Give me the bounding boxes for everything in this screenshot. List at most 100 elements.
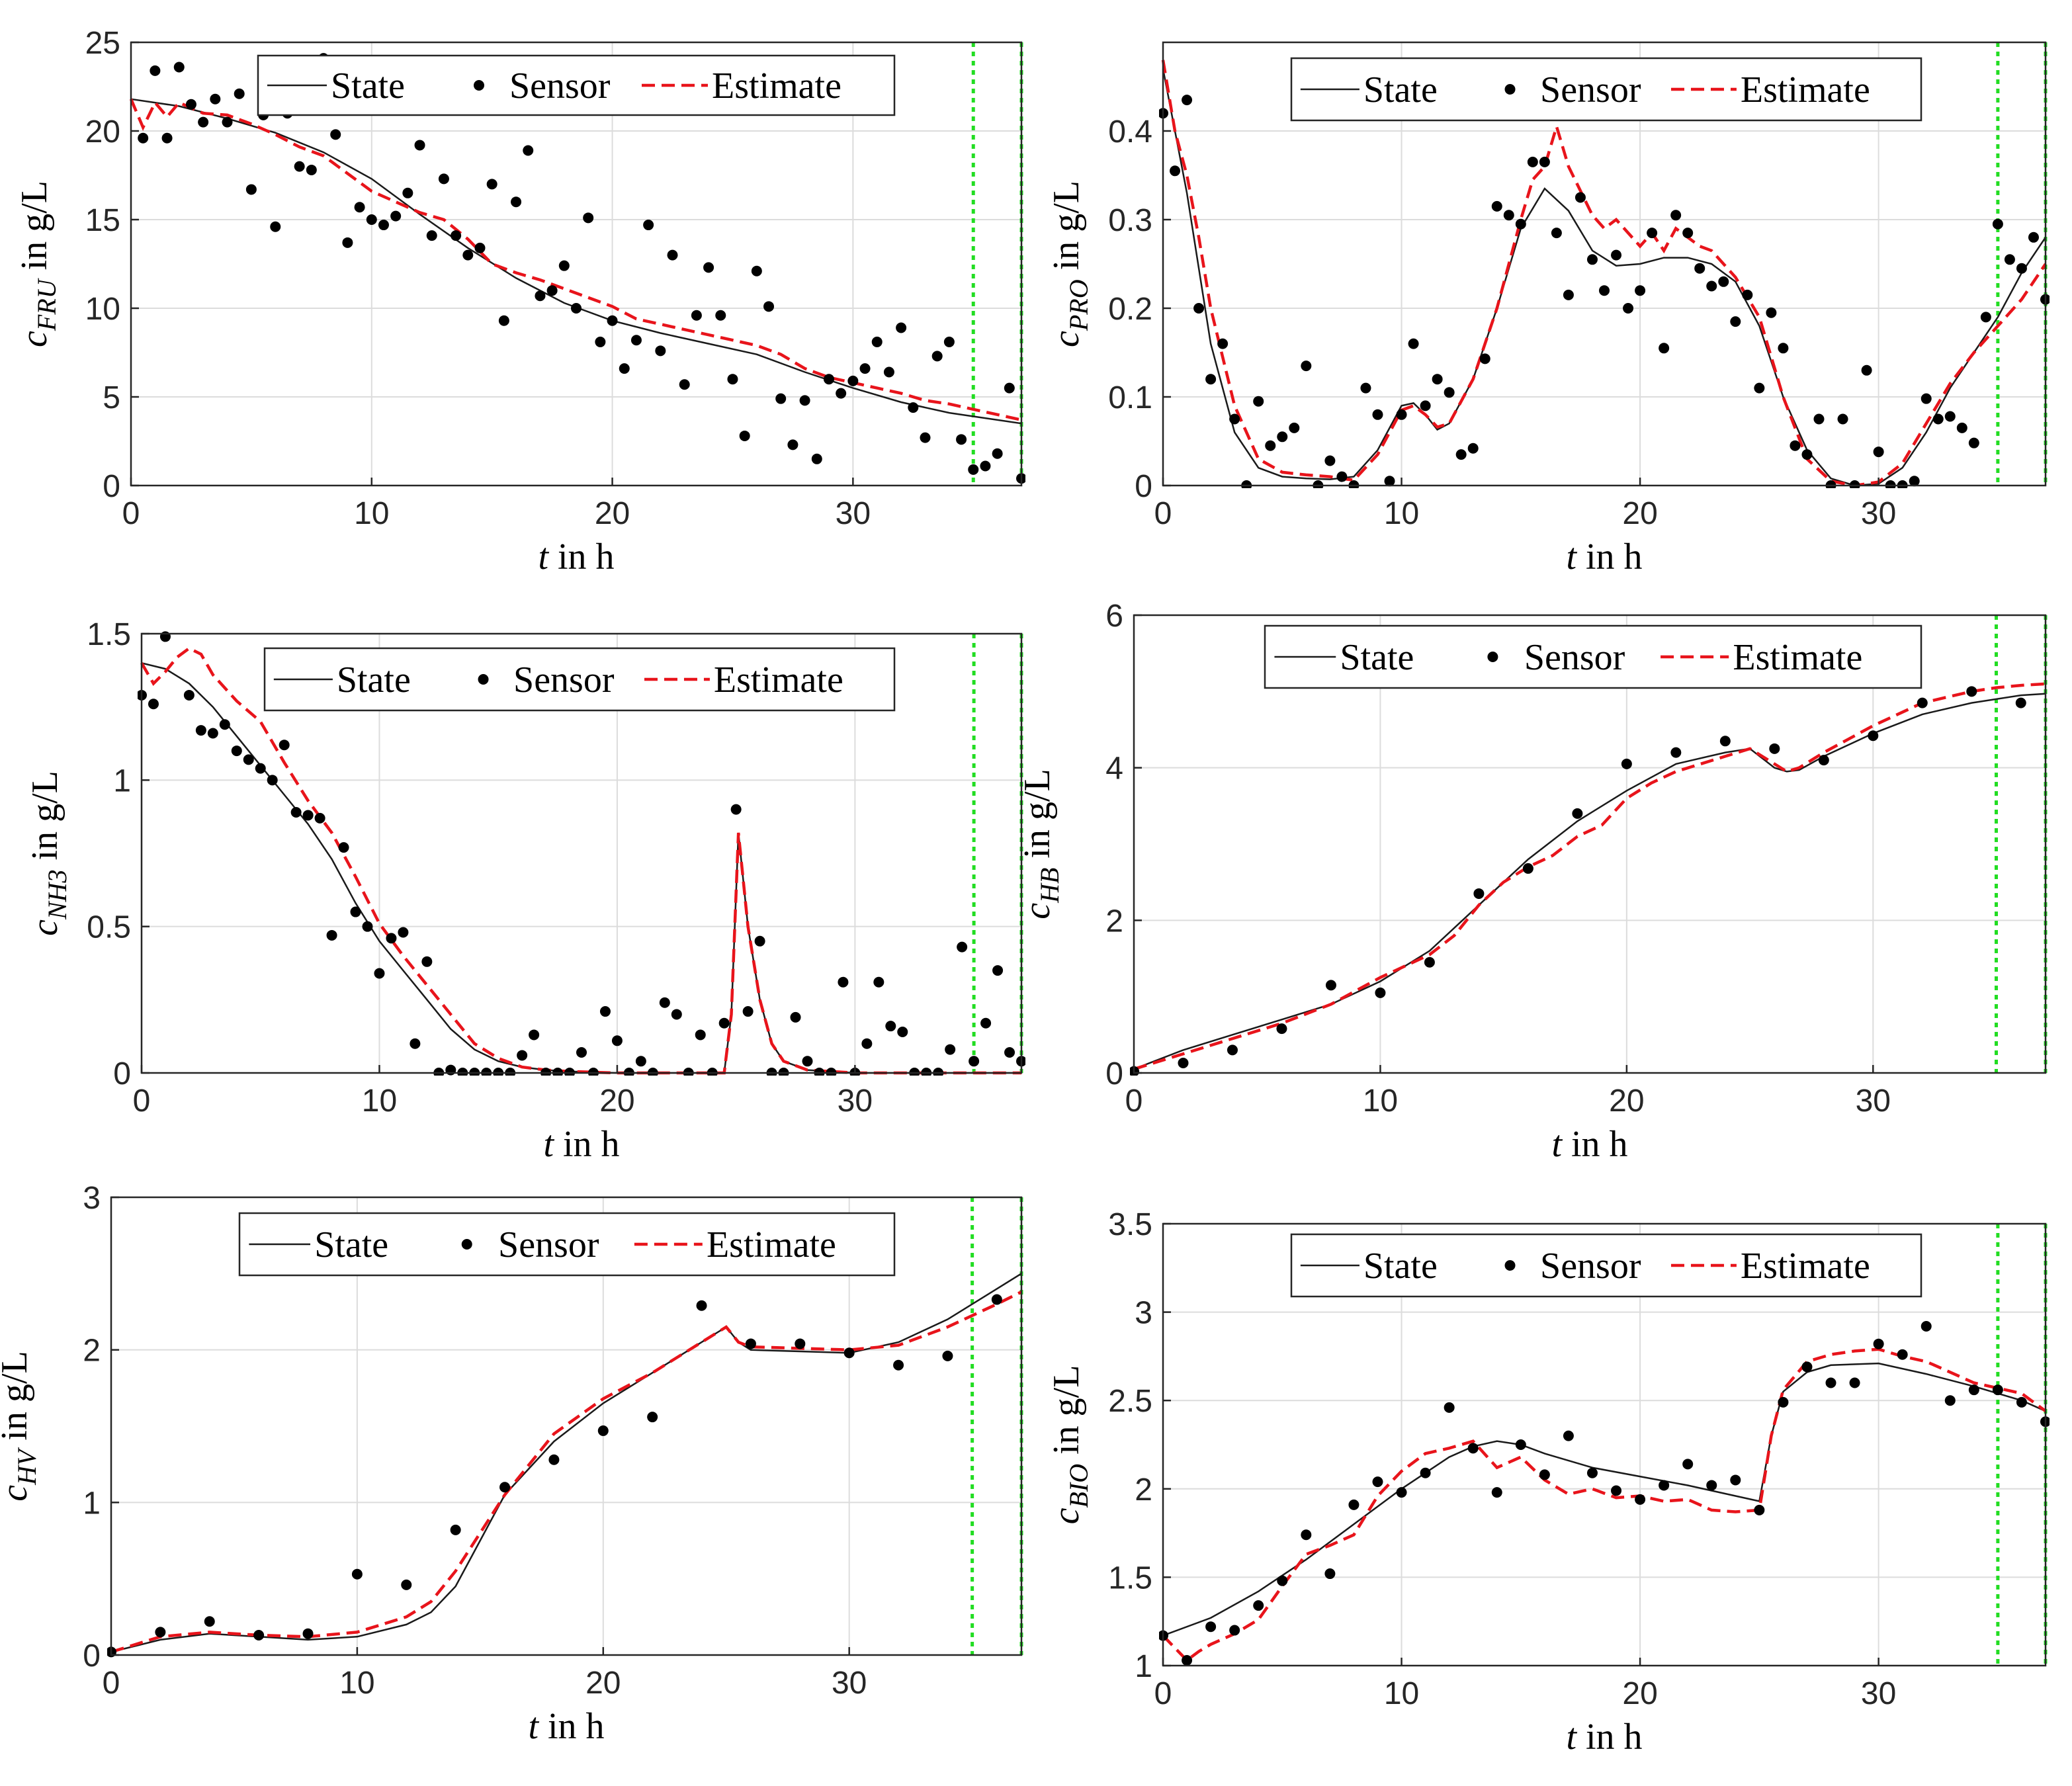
sensor-point bbox=[1372, 409, 1383, 420]
x-tick-label: 10 bbox=[362, 1084, 397, 1119]
sensor-point bbox=[1539, 156, 1550, 167]
y-tick-label: 0.4 bbox=[1108, 114, 1152, 149]
sensor-point bbox=[1182, 95, 1193, 106]
x-tick-label: 30 bbox=[832, 1666, 867, 1701]
sensor-point bbox=[1992, 1384, 2003, 1396]
x-axis-label: t in h bbox=[528, 1706, 604, 1747]
sensor-point bbox=[679, 379, 690, 390]
y-axis-subscript: NH3 bbox=[42, 869, 72, 920]
legend-state-label: State bbox=[1363, 1246, 1438, 1287]
y-axis-label: cFRU in g/L bbox=[14, 181, 62, 347]
sensor-point bbox=[659, 997, 670, 1008]
axes-frame bbox=[1162, 1222, 2047, 1667]
sensor-point bbox=[1659, 343, 1670, 354]
sensor-point bbox=[823, 374, 834, 385]
plot-area bbox=[1159, 42, 2050, 488]
x-tick-label: 10 bbox=[339, 1666, 374, 1701]
sensor-point bbox=[498, 315, 509, 326]
state-series-line bbox=[1162, 1362, 2046, 1637]
sensor-point bbox=[883, 366, 894, 378]
y-axis-label: cHV in g/L bbox=[0, 1351, 42, 1502]
legend: State Sensor Estimate bbox=[238, 1212, 896, 1277]
sensor-point bbox=[451, 230, 462, 241]
sensor-point bbox=[836, 388, 847, 399]
x-tick-label: 30 bbox=[1856, 1084, 1891, 1119]
y-tick-label: 3 bbox=[1135, 1296, 1152, 1331]
sensor-point bbox=[1861, 364, 1872, 376]
sensor-point bbox=[896, 322, 907, 333]
sensor-point bbox=[718, 1017, 730, 1029]
sensor-point bbox=[1277, 431, 1288, 443]
y-tick-label: 1.5 bbox=[87, 617, 131, 652]
sensor-point bbox=[1473, 888, 1485, 899]
y-axis-unit: in g/L bbox=[0, 1351, 35, 1449]
legend-box bbox=[263, 647, 896, 712]
sensor-point bbox=[599, 1006, 611, 1017]
legend-sensor-label: Sensor bbox=[1524, 637, 1625, 678]
sensor-point bbox=[1265, 440, 1276, 451]
sensor-point bbox=[1868, 730, 1879, 742]
sensor-point bbox=[671, 1009, 682, 1020]
sensor-point bbox=[1706, 280, 1717, 292]
sensor-point bbox=[1420, 1467, 1431, 1478]
sensor-point bbox=[619, 363, 630, 374]
sensor-point bbox=[173, 62, 185, 73]
sensor-point bbox=[992, 448, 1003, 459]
sensor-point bbox=[1621, 758, 1632, 769]
sensor-point bbox=[243, 754, 254, 765]
sensor-point bbox=[1227, 1044, 1238, 1056]
legend-estimate-label: Estimate bbox=[1733, 637, 1862, 678]
y-axis-symbol: c bbox=[1046, 331, 1087, 347]
sensor-point bbox=[1586, 1467, 1598, 1478]
sensor-point bbox=[204, 1616, 215, 1627]
x-axis-unit: in h bbox=[548, 536, 615, 577]
sensor-point bbox=[635, 1056, 646, 1067]
sensor-point bbox=[294, 161, 305, 172]
sensor-point bbox=[255, 763, 266, 774]
sensor-point bbox=[207, 728, 218, 739]
sensor-point bbox=[790, 1011, 801, 1023]
y-tick-label: 0 bbox=[1105, 1056, 1123, 1091]
sensor-point bbox=[597, 1425, 609, 1436]
sensor-point bbox=[2028, 232, 2039, 243]
sensor-point bbox=[1491, 1487, 1502, 1498]
axes-frame bbox=[130, 41, 1023, 487]
sensor-point bbox=[1694, 263, 1705, 274]
sensor-point bbox=[1790, 440, 1801, 451]
sensor-point bbox=[138, 132, 149, 144]
y-tick-label: 0.1 bbox=[1108, 380, 1152, 415]
x-axis-label: t in h bbox=[1551, 1124, 1627, 1165]
y-tick-label: 2 bbox=[83, 1334, 101, 1369]
sensor-point bbox=[1205, 1621, 1217, 1633]
sensor-point bbox=[378, 220, 389, 231]
sensor-point bbox=[920, 432, 931, 443]
x-tick-label: 0 bbox=[133, 1084, 151, 1119]
sensor-point bbox=[306, 164, 317, 175]
sensor-point bbox=[1932, 413, 1944, 425]
sensor-point bbox=[362, 921, 373, 932]
y-axis-subscript: HV bbox=[12, 1447, 42, 1486]
x-tick-label: 20 bbox=[595, 496, 630, 531]
sensor-point bbox=[1730, 1474, 1741, 1486]
legend-box bbox=[1264, 624, 1922, 689]
y-axis-subscript: HB bbox=[1035, 868, 1064, 904]
legend-state-label: State bbox=[337, 659, 411, 701]
y-axis-unit: in g/L bbox=[14, 181, 55, 279]
y-tick-label: 0 bbox=[103, 469, 120, 504]
sensor-point bbox=[338, 842, 349, 853]
sensor-point bbox=[945, 1044, 956, 1055]
sensor-point bbox=[270, 221, 281, 232]
y-tick-label: 10 bbox=[85, 292, 120, 327]
x-axis-unit: in h bbox=[1576, 536, 1643, 577]
sensor-point bbox=[1611, 1485, 1622, 1496]
sensor-point bbox=[354, 202, 365, 213]
sensor-point bbox=[1670, 747, 1682, 758]
sensor-point bbox=[571, 303, 582, 314]
estimate-series-line bbox=[129, 98, 1022, 421]
sensor-point bbox=[1670, 210, 1682, 221]
sensor-point bbox=[231, 745, 242, 757]
legend-sensor-label: Sensor bbox=[1540, 69, 1641, 110]
sensor-point bbox=[1572, 808, 1583, 819]
sensor-point bbox=[1897, 1349, 1908, 1360]
